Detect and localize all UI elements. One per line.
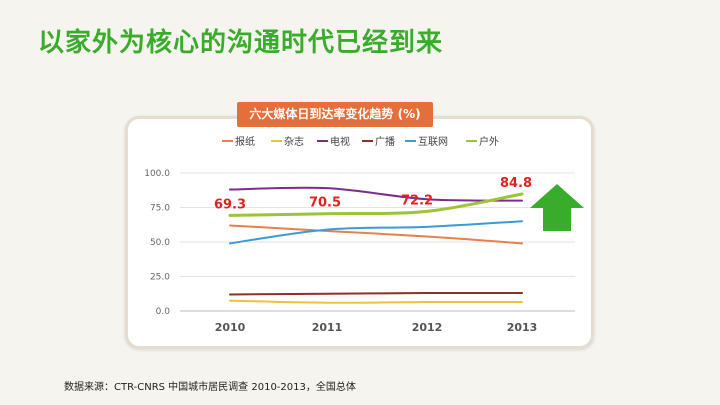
series-line	[229, 299, 523, 304]
data-label: 84.8	[500, 176, 532, 191]
series-line	[229, 292, 523, 296]
series-line	[228, 192, 524, 217]
x-tick-label: 2013	[507, 321, 538, 334]
legend-label: 报纸	[235, 135, 255, 148]
data-source-note: 数据来源：CTR-CNRS 中国城市居民调查 2010-2013，全国总体	[64, 382, 356, 393]
legend-label: 电视	[330, 135, 350, 148]
data-label: 70.5	[309, 196, 341, 211]
slide-title: 以家外为核心的沟通时代已经到来	[38, 28, 444, 58]
series-line	[229, 186, 523, 202]
y-tick-label: 50.0	[150, 238, 170, 248]
x-axis-ticks: 2010 2011 2012 2013	[215, 321, 538, 334]
trend-up-arrow-icon	[530, 184, 584, 231]
chart-legend: 报纸 杂志 电视 广播 互联网 户外	[222, 135, 499, 148]
chart-series	[228, 186, 524, 304]
legend-label: 互联网	[418, 136, 448, 148]
series-line	[229, 220, 523, 245]
data-labels: 69.3 70.5 72.2 84.8	[214, 176, 532, 212]
y-tick-label: 25.0	[150, 273, 170, 283]
data-label: 69.3	[214, 197, 246, 212]
legend-label: 户外	[479, 135, 499, 148]
y-tick-label: 100.0	[144, 169, 170, 179]
data-label: 72.2	[401, 193, 433, 208]
x-tick-label: 2010	[215, 321, 246, 334]
series-line	[229, 224, 523, 245]
up-arrow-shape	[530, 184, 584, 231]
y-axis-ticks: 0.0 25.0 50.0 75.0 100.0	[144, 169, 170, 317]
x-tick-label: 2012	[412, 321, 443, 334]
y-tick-label: 75.0	[150, 204, 170, 214]
x-tick-label: 2011	[312, 321, 343, 334]
chart-title: 六大媒体日到达率变化趋势 (%)	[237, 102, 433, 127]
y-tick-label: 0.0	[156, 307, 171, 317]
legend-label: 杂志	[284, 135, 304, 148]
legend-label: 广播	[375, 135, 395, 148]
chart-grid	[180, 172, 575, 312]
